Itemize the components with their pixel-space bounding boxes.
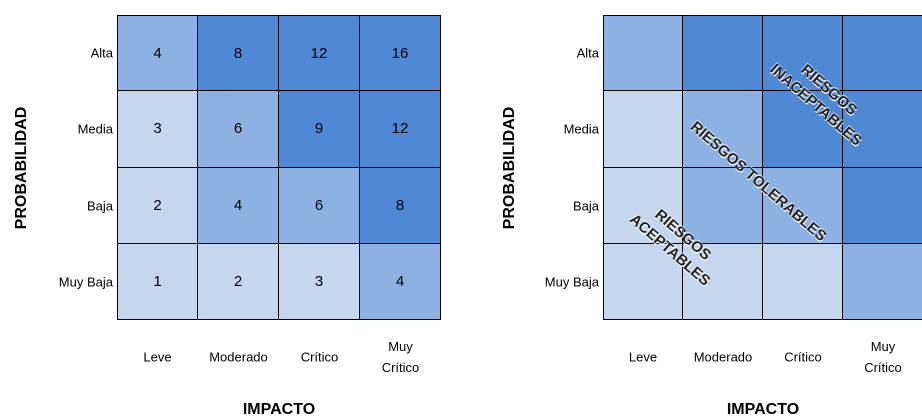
- cell: 4: [117, 15, 198, 92]
- cell: 12: [278, 15, 360, 92]
- cell: 8: [359, 166, 441, 244]
- y-axis-title: PROBABILIDAD: [13, 106, 30, 229]
- cell: [603, 15, 683, 92]
- cell: 1: [117, 242, 198, 320]
- cell: 4: [359, 242, 441, 320]
- row-label: Baja: [572, 198, 599, 214]
- cell: [682, 15, 763, 92]
- row-label: Media: [563, 121, 599, 137]
- cell: [842, 90, 922, 168]
- cell: 4: [197, 166, 279, 244]
- cell: 16: [359, 15, 441, 92]
- row-label: Media: [77, 121, 113, 137]
- column-label: Crítico: [784, 349, 822, 365]
- cell: [842, 15, 922, 92]
- cell: [762, 90, 843, 168]
- cell: 6: [197, 90, 279, 168]
- cell: 6: [278, 166, 360, 244]
- cell: [842, 166, 922, 244]
- row-label: Muy Baja: [58, 274, 113, 290]
- column-label: Moderado: [209, 349, 268, 365]
- column-label: Crítico: [300, 349, 339, 365]
- x-axis-title: IMPACTO: [242, 401, 316, 418]
- cell: 8: [197, 15, 279, 92]
- row-label: Baja: [86, 198, 113, 214]
- column-label: Muy Crítico: [864, 339, 902, 375]
- cell: 3: [278, 242, 360, 320]
- cell: 3: [117, 90, 198, 168]
- column-label: Leve: [628, 349, 658, 365]
- x-axis-title: IMPACTO: [726, 401, 800, 418]
- cell: 12: [359, 90, 441, 168]
- row-label: Alta: [576, 45, 599, 61]
- column-label: Leve: [143, 349, 172, 365]
- column-label: Muy Crítico: [381, 339, 420, 375]
- cell: 9: [278, 90, 360, 168]
- cell: [842, 242, 922, 320]
- y-axis-title: PROBABILIDAD: [501, 106, 518, 229]
- cell: [762, 166, 843, 244]
- column-label: Moderado: [693, 349, 753, 365]
- cell: [682, 242, 763, 320]
- row-label: Alta: [90, 45, 113, 61]
- cell: 2: [197, 242, 279, 320]
- row-label: Muy Baja: [544, 274, 599, 290]
- cell: 2: [117, 166, 198, 244]
